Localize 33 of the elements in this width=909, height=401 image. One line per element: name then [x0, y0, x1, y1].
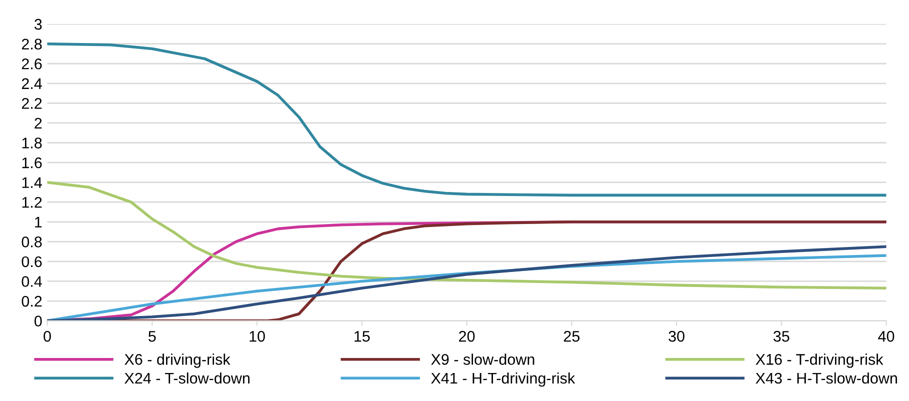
legend-label: X41 - H-T-driving-risk — [431, 372, 576, 387]
legend-label: X43 - H-T-slow-down — [756, 372, 897, 384]
line-series — [47, 180, 886, 290]
y-tick-label: 0.8 — [22, 236, 42, 248]
y-tick-label: 1.4 — [22, 177, 42, 188]
x-tick-label: 20 — [459, 330, 475, 342]
y-tick-label: 1.6 — [22, 157, 42, 168]
x-tick-label: 25 — [564, 330, 580, 342]
legend-label: X16 - T-driving-risk — [756, 354, 884, 368]
x-tick-label: 30 — [668, 330, 684, 342]
y-tick-label: 2.4 — [22, 78, 42, 89]
y-tick-label: 2.8 — [22, 38, 42, 50]
y-tick-label: 2.2 — [22, 98, 42, 109]
legend-label: X9 - slow-down — [431, 354, 534, 365]
y-tick-label: 1.2 — [22, 196, 42, 208]
y-tick-label: 3 — [34, 18, 42, 30]
legend-label: X6 - driving-risk — [124, 354, 230, 368]
line-series — [47, 42, 886, 197]
x-tick-label: 35 — [773, 330, 790, 342]
x-tick-label: 10 — [250, 330, 265, 342]
y-tick-label: 0 — [34, 316, 42, 326]
y-tick-label: 1.8 — [22, 138, 42, 148]
y-tick-label: 2.6 — [22, 58, 42, 70]
y-tick-label: 0.2 — [22, 296, 42, 307]
y-tick-label: 0.4 — [22, 276, 42, 287]
x-tick-label: 0 — [44, 330, 51, 342]
x-tick-label: 15 — [354, 331, 370, 342]
y-tick-label: 1 — [35, 216, 42, 228]
legend-label: X24 - T-slow-down — [124, 372, 250, 384]
x-tick-label: 40 — [878, 330, 894, 342]
y-tick-label: 0.6 — [22, 256, 42, 268]
x-tick-label: 5 — [148, 331, 156, 342]
y-tick-label: 2 — [34, 118, 42, 129]
